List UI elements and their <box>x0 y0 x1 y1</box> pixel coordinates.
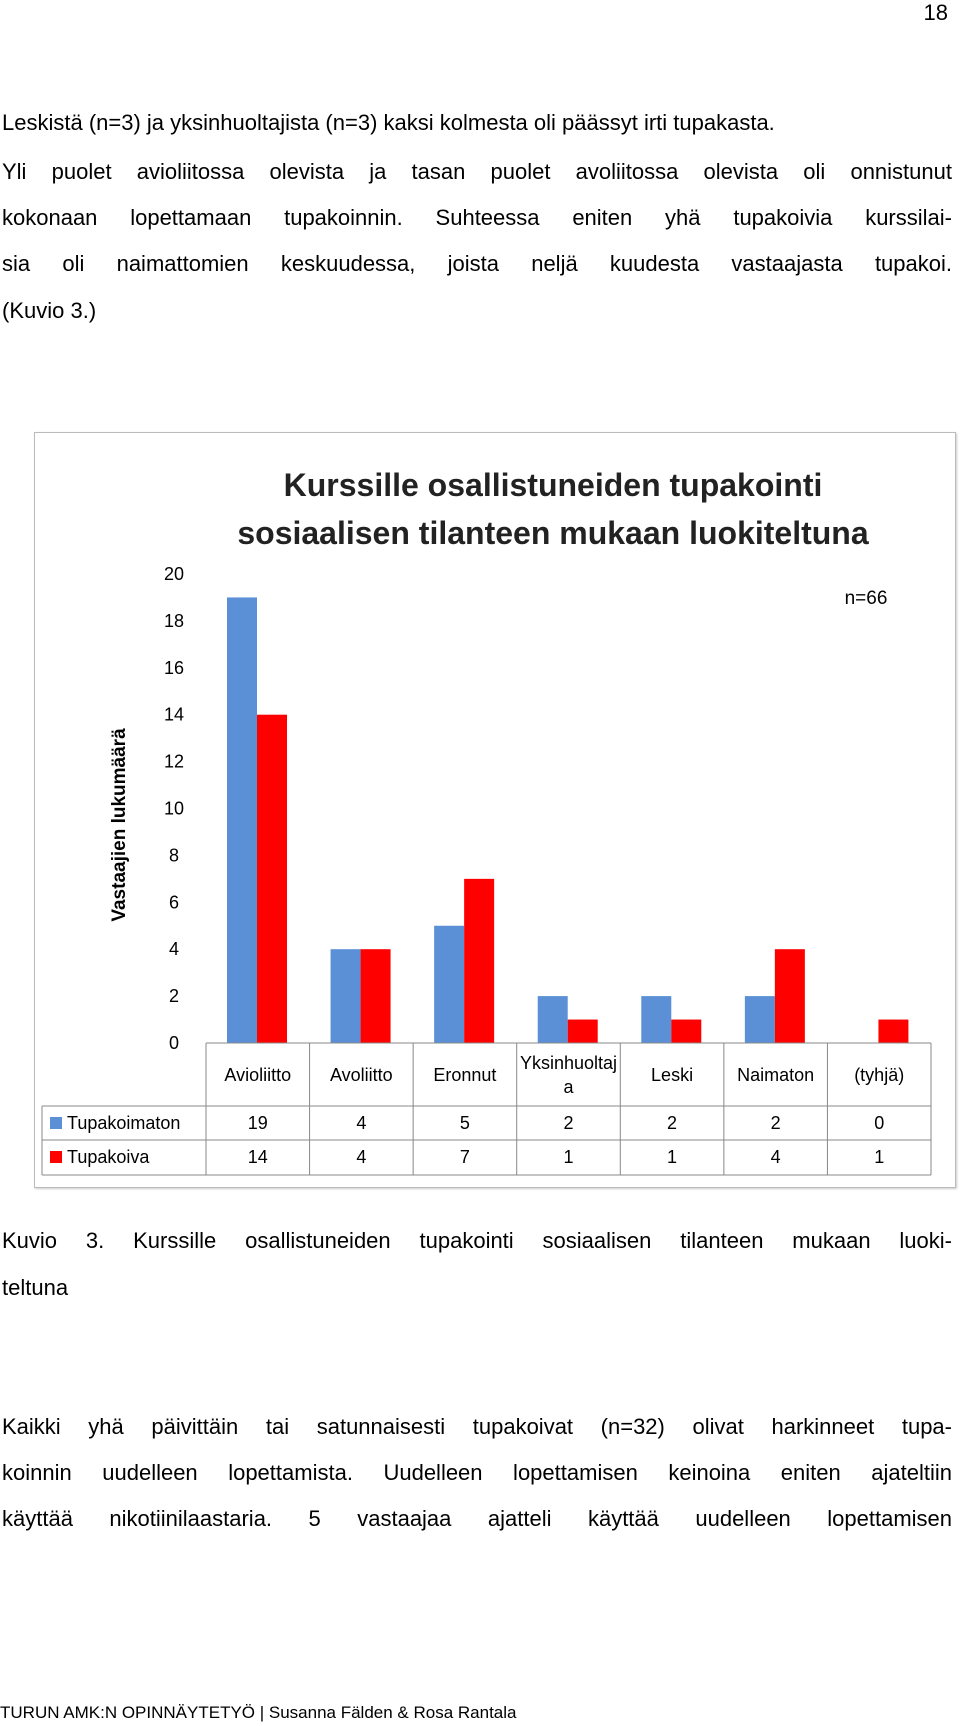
y-axis-label: Vastaajien lukumäärä <box>109 728 130 922</box>
paragraph-line: Yli puolet avioliitossa olevista ja tasa… <box>2 159 952 184</box>
chart-title: sosiaalisen tilanteen mukaan luokiteltun… <box>237 515 869 551</box>
y-tick-label: 12 <box>164 752 184 772</box>
chart-title: Kurssille osallistuneiden tupakointi <box>284 467 823 503</box>
bar <box>330 949 361 1043</box>
footer: TURUN AMK:N OPINNÄYTETYÖ | Susanna Fälde… <box>0 1703 517 1722</box>
table-value: 1 <box>874 1147 885 1167</box>
table-value: 1 <box>667 1147 678 1167</box>
x-tick-label: Avioliitto <box>224 1065 292 1085</box>
y-tick-label: 0 <box>169 1033 179 1053</box>
legend-label: Tupakoiva <box>67 1147 150 1167</box>
x-tick-label: Naimaton <box>737 1065 815 1085</box>
y-tick-label: 6 <box>169 892 179 912</box>
bar <box>434 925 465 1043</box>
paragraph-line: Leskistä (n=3) ja yksinhuoltajista (n=3)… <box>2 110 775 135</box>
bar <box>744 996 775 1043</box>
bar <box>671 1019 702 1043</box>
table-value: 0 <box>874 1113 885 1133</box>
y-tick-label: 18 <box>164 611 184 631</box>
table-value: 19 <box>247 1113 268 1133</box>
x-tick-label: (tyhjä) <box>854 1065 905 1085</box>
paragraph-line: sia oli naimattomien keskuudessa, joista… <box>2 251 952 276</box>
y-tick-label: 20 <box>164 564 184 584</box>
x-tick-label: Yksinhuoltaja <box>519 1053 618 1097</box>
bar <box>537 996 568 1043</box>
annotation: n=66 <box>845 588 888 609</box>
paragraph-line: Kaikki yhä päivittäin tai satunnaisesti … <box>2 1414 952 1439</box>
y-tick-label: 16 <box>164 658 184 678</box>
y-tick-label: 2 <box>169 986 179 1006</box>
legend-label: Tupakoimaton <box>67 1113 181 1133</box>
table-value: 2 <box>563 1113 574 1133</box>
table-value: 7 <box>459 1147 470 1167</box>
bar <box>878 1019 909 1043</box>
y-tick-label: 8 <box>169 845 179 865</box>
x-tick-label: Eronnut <box>433 1065 497 1085</box>
legend-swatch <box>50 1117 62 1129</box>
table-value: 5 <box>459 1113 470 1133</box>
table-value: 14 <box>247 1147 268 1167</box>
caption-line: teltuna <box>2 1275 69 1300</box>
bar <box>360 949 391 1043</box>
table-value: 2 <box>770 1113 781 1133</box>
x-tick-label: Avoliitto <box>329 1065 393 1085</box>
y-tick-label: 4 <box>169 939 179 959</box>
paragraph-line: kokonaan lopettamaan tupakoinnin. Suhtee… <box>2 205 952 230</box>
y-tick-label: 14 <box>164 705 184 725</box>
table-value: 4 <box>770 1147 781 1167</box>
chart-frame <box>34 432 956 1188</box>
table-value: 1 <box>563 1147 574 1167</box>
bar <box>257 714 287 1043</box>
legend-swatch <box>50 1151 62 1163</box>
caption-line: Kuvio 3. Kurssille osallistuneiden tupak… <box>2 1228 952 1253</box>
table-value: 2 <box>667 1113 678 1133</box>
table-value: 4 <box>356 1113 367 1133</box>
bar <box>464 878 495 1043</box>
bar <box>641 996 672 1043</box>
bar <box>567 1019 598 1043</box>
bar <box>774 949 805 1043</box>
x-tick-label: Leski <box>651 1065 694 1085</box>
paragraph-line: koinnin uudelleen lopettamista. Uudellee… <box>2 1460 952 1485</box>
bar <box>227 597 257 1043</box>
paragraph-line: (Kuvio 3.) <box>2 298 97 323</box>
paragraph-line: käyttää nikotiinilaastaria. 5 vastaajaa … <box>2 1506 952 1531</box>
page-number: 18 <box>923 0 948 25</box>
table-value: 4 <box>356 1147 367 1167</box>
y-tick-label: 10 <box>164 799 184 819</box>
